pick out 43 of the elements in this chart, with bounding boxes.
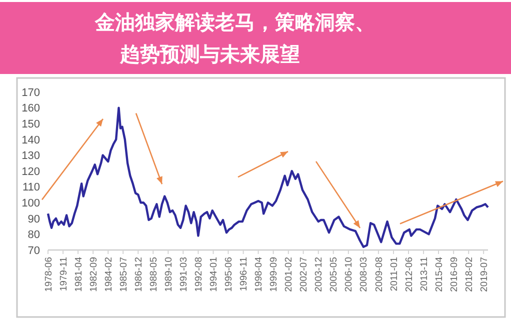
x-tick-label: 1994-01 [208, 257, 220, 292]
chart-title: 金油独家解读老马，策略洞察、趋势预测与未来展望 [94, 10, 375, 66]
y-tick-label: 130 [22, 150, 40, 162]
x-tick-label: 1981-04 [73, 257, 84, 292]
y-tick-label: 80 [28, 229, 40, 242]
x-tick-label: 1985-07 [118, 257, 130, 292]
x-tick-label: 1999-09 [268, 257, 280, 292]
x-tick-label: 2012-06 [404, 257, 415, 292]
x-tick-label: 2011-01 [388, 257, 400, 292]
x-tick-label: 1996-11 [238, 257, 250, 292]
y-tick-label: 110 [22, 182, 40, 194]
x-tick-label: 2019-07 [478, 257, 490, 292]
x-tick-label: 1986-12 [133, 257, 144, 292]
y-tick-label: 100 [22, 197, 40, 210]
y-tick-label: 120 [22, 166, 40, 178]
x-tick-label: 1989-10 [164, 257, 174, 292]
x-tick-label: 2001-02 [284, 257, 295, 292]
x-tick-label: 2008-03 [358, 257, 370, 292]
x-tick-label: 2005-05 [328, 257, 340, 292]
x-tick-label: 1995-06 [224, 257, 235, 292]
y-tick-label: 150 [22, 118, 40, 130]
x-tick-label: 1998-04 [254, 257, 265, 292]
x-tick-label: 1978-06 [43, 257, 54, 292]
line-series [46, 106, 490, 248]
x-tick-label: 1979-11 [58, 257, 70, 292]
y-tick-label: 160 [22, 102, 40, 115]
x-tick-label: 2015-04 [434, 257, 445, 292]
x-tick-label: 2018-02 [464, 257, 475, 292]
x-tick-label: 2006-10 [344, 257, 355, 292]
x-tick-label: 1982-09 [88, 257, 100, 292]
x-tick-label: 2002-07 [298, 257, 310, 292]
x-tick-label: 2003-12 [314, 257, 325, 292]
y-tick-label: 140 [22, 134, 40, 146]
x-tick-label: 1991-03 [178, 257, 190, 292]
x-tick-label: 1992-08 [194, 257, 205, 292]
y-tick-label: 70 [28, 244, 40, 257]
y-tick-label: 90 [28, 213, 40, 226]
x-tick-label: 2013-11 [418, 257, 430, 292]
y-tick-label: 170 [22, 86, 40, 99]
x-tick-label: 1988-05 [148, 257, 160, 292]
x-tick-label: 1984-02 [103, 257, 114, 292]
x-tick-label: 2009-08 [374, 257, 385, 292]
x-tick-label: 2016-09 [448, 257, 460, 292]
